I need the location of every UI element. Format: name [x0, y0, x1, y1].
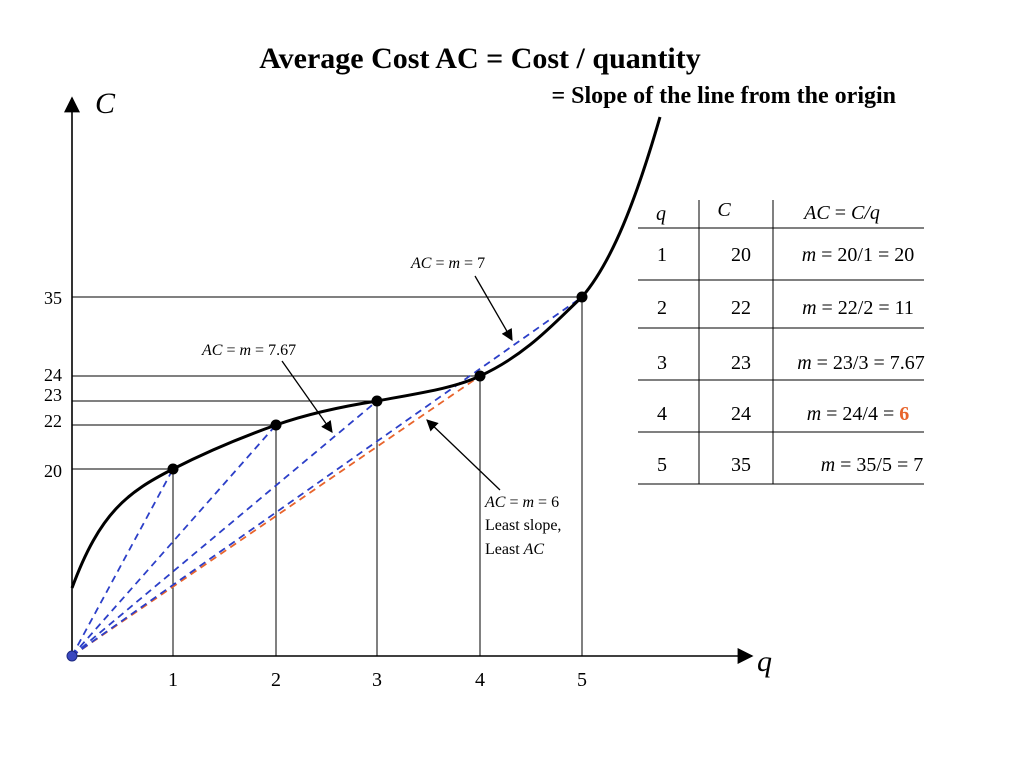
annotation-ac-6-arrow: [426, 419, 501, 491]
table-cell-c: 35: [731, 454, 751, 476]
chart-subtitle: = Slope of the line from the origin: [551, 83, 896, 109]
table-header-c: C: [717, 199, 731, 221]
table-cell-ac: m = 35/5 = 7: [821, 454, 924, 476]
y-axis-label: C: [95, 87, 116, 120]
table-cell-q: 1: [657, 244, 667, 266]
ray-q1: [71, 468, 174, 657]
point-q5: [576, 291, 588, 303]
y-tick-22: 22: [44, 411, 62, 431]
annotation-ac-7-arrow: [474, 275, 513, 342]
x-tick-1: 1: [168, 669, 178, 691]
table-cell-q: 2: [657, 297, 667, 319]
annotation-ac-7: AC = m = 7: [410, 255, 485, 272]
annotation-least-slope: Least slope,: [485, 517, 561, 534]
point-q4: [474, 370, 486, 382]
table-cell-c: 20: [731, 244, 751, 266]
table-header-q: q: [656, 203, 666, 225]
x-tick-labels: 1 2 3 4 5: [168, 669, 587, 691]
x-axis-label: q: [757, 645, 772, 678]
table-cell-c: 22: [731, 297, 751, 319]
annotation-ac-767: AC = m = 7.67: [201, 342, 296, 359]
x-tick-5: 5: [577, 669, 587, 691]
ray-q2: [71, 424, 277, 657]
origin-point: [66, 650, 78, 662]
annotation-least-ac: Least AC: [485, 541, 544, 558]
table-cell-q: 5: [657, 454, 667, 476]
table-cell-ac: m = 23/3 = 7.67: [797, 352, 925, 374]
ray-q4: [71, 375, 481, 657]
x-tick-3: 3: [372, 669, 382, 691]
point-q1: [167, 463, 179, 475]
x-tick-2: 2: [271, 669, 281, 691]
guide-lines: [72, 296, 583, 656]
annotation-ac-6: AC = m = 6: [484, 494, 559, 511]
table-cell-c: 23: [731, 352, 751, 374]
ray-q3: [71, 400, 378, 657]
y-tick-24: 24: [44, 365, 62, 385]
table-cell-ac: m = 24/4 = 6: [807, 403, 910, 425]
point-q3: [371, 395, 383, 407]
ray-q5: [71, 296, 583, 657]
ac-table: q C AC = C/q 1 20 m = 20/1 = 202 22 m = 22/2…: [638, 199, 925, 485]
table-cell-q: 3: [657, 352, 667, 374]
chart-title: Average Cost AC = Cost / quantity: [259, 42, 701, 75]
rays-from-origin: [71, 296, 583, 657]
table-cell-c: 24: [731, 403, 751, 425]
y-tick-35: 35: [44, 288, 62, 308]
table-header-ac: AC = C/q: [802, 202, 880, 224]
x-tick-4: 4: [475, 669, 485, 691]
annotation-ac-767-arrow: [281, 360, 333, 433]
y-tick-20: 20: [44, 461, 62, 481]
total-cost-curve: [70, 116, 662, 589]
point-q2: [270, 419, 282, 431]
cost-points: [167, 291, 588, 475]
y-tick-23: 23: [44, 385, 62, 405]
table-cell-q: 4: [657, 403, 667, 425]
table-cell-ac: m = 22/2 = 11: [802, 297, 914, 319]
table-cell-ac: m = 20/1 = 20: [802, 244, 915, 266]
